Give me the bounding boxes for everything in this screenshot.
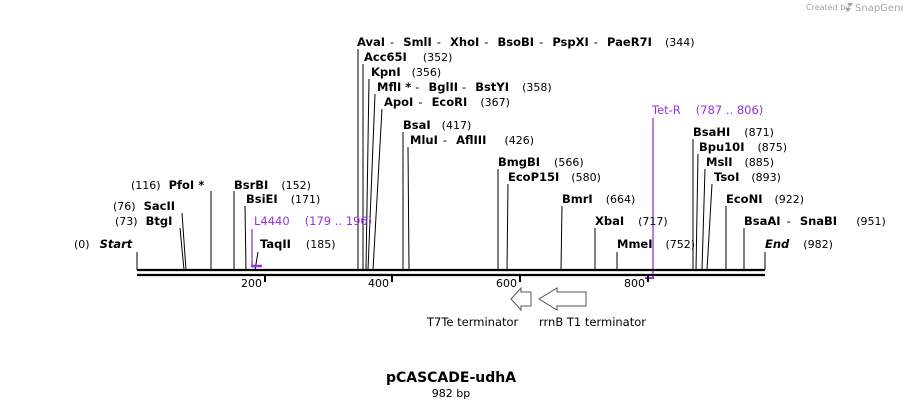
primer-l4440-label[interactable]: L4440 (179 .. 196): [254, 214, 372, 228]
site-label-pfoi[interactable]: (116) PfoI *: [131, 178, 204, 192]
site-label-tsoi[interactable]: TsoI (893): [714, 170, 781, 184]
site-leader-lines: [136, 49, 766, 271]
site-label-ecop15i[interactable]: EcoP15I (580): [508, 170, 601, 184]
feature-rrnb-terminator[interactable]: [538, 287, 587, 311]
mfli-line: [367, 93, 376, 271]
site-label-mfli-group[interactable]: MflI * - BglII - BstYI (358): [377, 76, 552, 95]
bpu10i-line: [695, 153, 699, 271]
ecop15i-line: [506, 183, 509, 271]
primer-tetr[interactable]: [645, 118, 654, 279]
ruler-tick-label: 600: [496, 277, 517, 290]
watermark-brand: SnapGene: [855, 3, 903, 14]
enzyme-pspxi: PspXI: [552, 35, 588, 49]
ruler-tick-label: 800: [624, 277, 645, 290]
site-label-btgi[interactable]: (73) BtgI: [115, 214, 172, 228]
site-label-bpu10i[interactable]: Bpu10I (875): [699, 140, 787, 154]
apoi-line: [372, 108, 383, 271]
bsiei-line: [244, 205, 247, 271]
ruler-tick-label: 200: [241, 277, 262, 290]
feature-t7te-terminator[interactable]: [510, 286, 532, 312]
enzyme-bsobi: BsoBI: [498, 35, 535, 49]
bmri-line: [560, 205, 563, 271]
site-label-msli[interactable]: MslI (885): [706, 155, 774, 169]
site-label-xbai[interactable]: XbaI (717): [595, 214, 668, 228]
tsoi-line: [706, 183, 713, 271]
site-label-taqii[interactable]: TaqII (185): [260, 237, 336, 251]
site-label-sacii[interactable]: (76) SacII: [113, 199, 175, 213]
enzyme-avai: AvaI: [357, 35, 385, 49]
site-label-start[interactable]: (0) Start: [74, 237, 133, 251]
enzyme-smli: SmlI: [403, 35, 432, 49]
ruler-ticks: [264, 275, 649, 282]
site-label-bsaai-group[interactable]: BsaAI - SnaBI (951): [744, 210, 886, 229]
site-label-bsahi[interactable]: BsaHI (871): [693, 125, 774, 139]
plasmid-name: pCASCADE-udhA: [386, 370, 516, 386]
kpni-line: [365, 78, 370, 271]
site-label-econi[interactable]: EcoNI (922): [726, 192, 804, 206]
snapgene-logo-icon: [845, 3, 853, 12]
site-label-avai-group[interactable]: AvaI - SmlI - XhoI - BsoBI - PspXI - PaeR7I (…: [357, 31, 695, 50]
taqii-line: [254, 251, 259, 271]
enzyme-paer7i: PaeR7I: [607, 35, 652, 49]
site-label-bmgbi[interactable]: BmgBI (566): [498, 155, 584, 169]
primer-l4440[interactable]: [251, 229, 262, 268]
t7te-terminator-label: T7Te terminator: [426, 315, 519, 329]
site-label-bsrbi[interactable]: BsrBI (152): [234, 178, 311, 192]
site-label-kpni[interactable]: KpnI (356): [371, 65, 441, 79]
rrnb-terminator-label: rrnB T1 terminator: [539, 315, 646, 329]
site-label-end[interactable]: End (982): [765, 237, 833, 251]
site-label-mmei[interactable]: MmeI (752): [617, 237, 695, 251]
msli-line: [701, 168, 706, 271]
site-label-bsai[interactable]: BsaI (417): [403, 118, 471, 132]
btgi-line: [179, 227, 185, 271]
site-label-bmri[interactable]: BmrI (664): [562, 192, 635, 206]
site-label-bsiei[interactable]: BsiEI (171): [246, 192, 320, 206]
sacii-line: [181, 212, 187, 271]
sequence-backbone: [137, 268, 765, 277]
site-label-apoi-group[interactable]: ApoI - EcoRI (367): [384, 91, 510, 110]
watermark-created-by: Created by: [806, 3, 850, 12]
site-label-mlui-group[interactable]: MluI - AflIII (426): [410, 129, 534, 148]
primer-tetr-label[interactable]: Tet-R (787 .. 806): [651, 103, 763, 117]
site-position: (344): [665, 36, 695, 49]
mlui-line: [407, 146, 410, 271]
plasmid-length: 982 bp: [432, 387, 470, 400]
enzyme-xhoi: XhoI: [450, 35, 479, 49]
snapgene-watermark: Created by SnapGene: [806, 3, 903, 14]
ruler-tick-label: 400: [368, 277, 389, 290]
site-label-acc65i[interactable]: Acc65I (352): [364, 50, 452, 64]
